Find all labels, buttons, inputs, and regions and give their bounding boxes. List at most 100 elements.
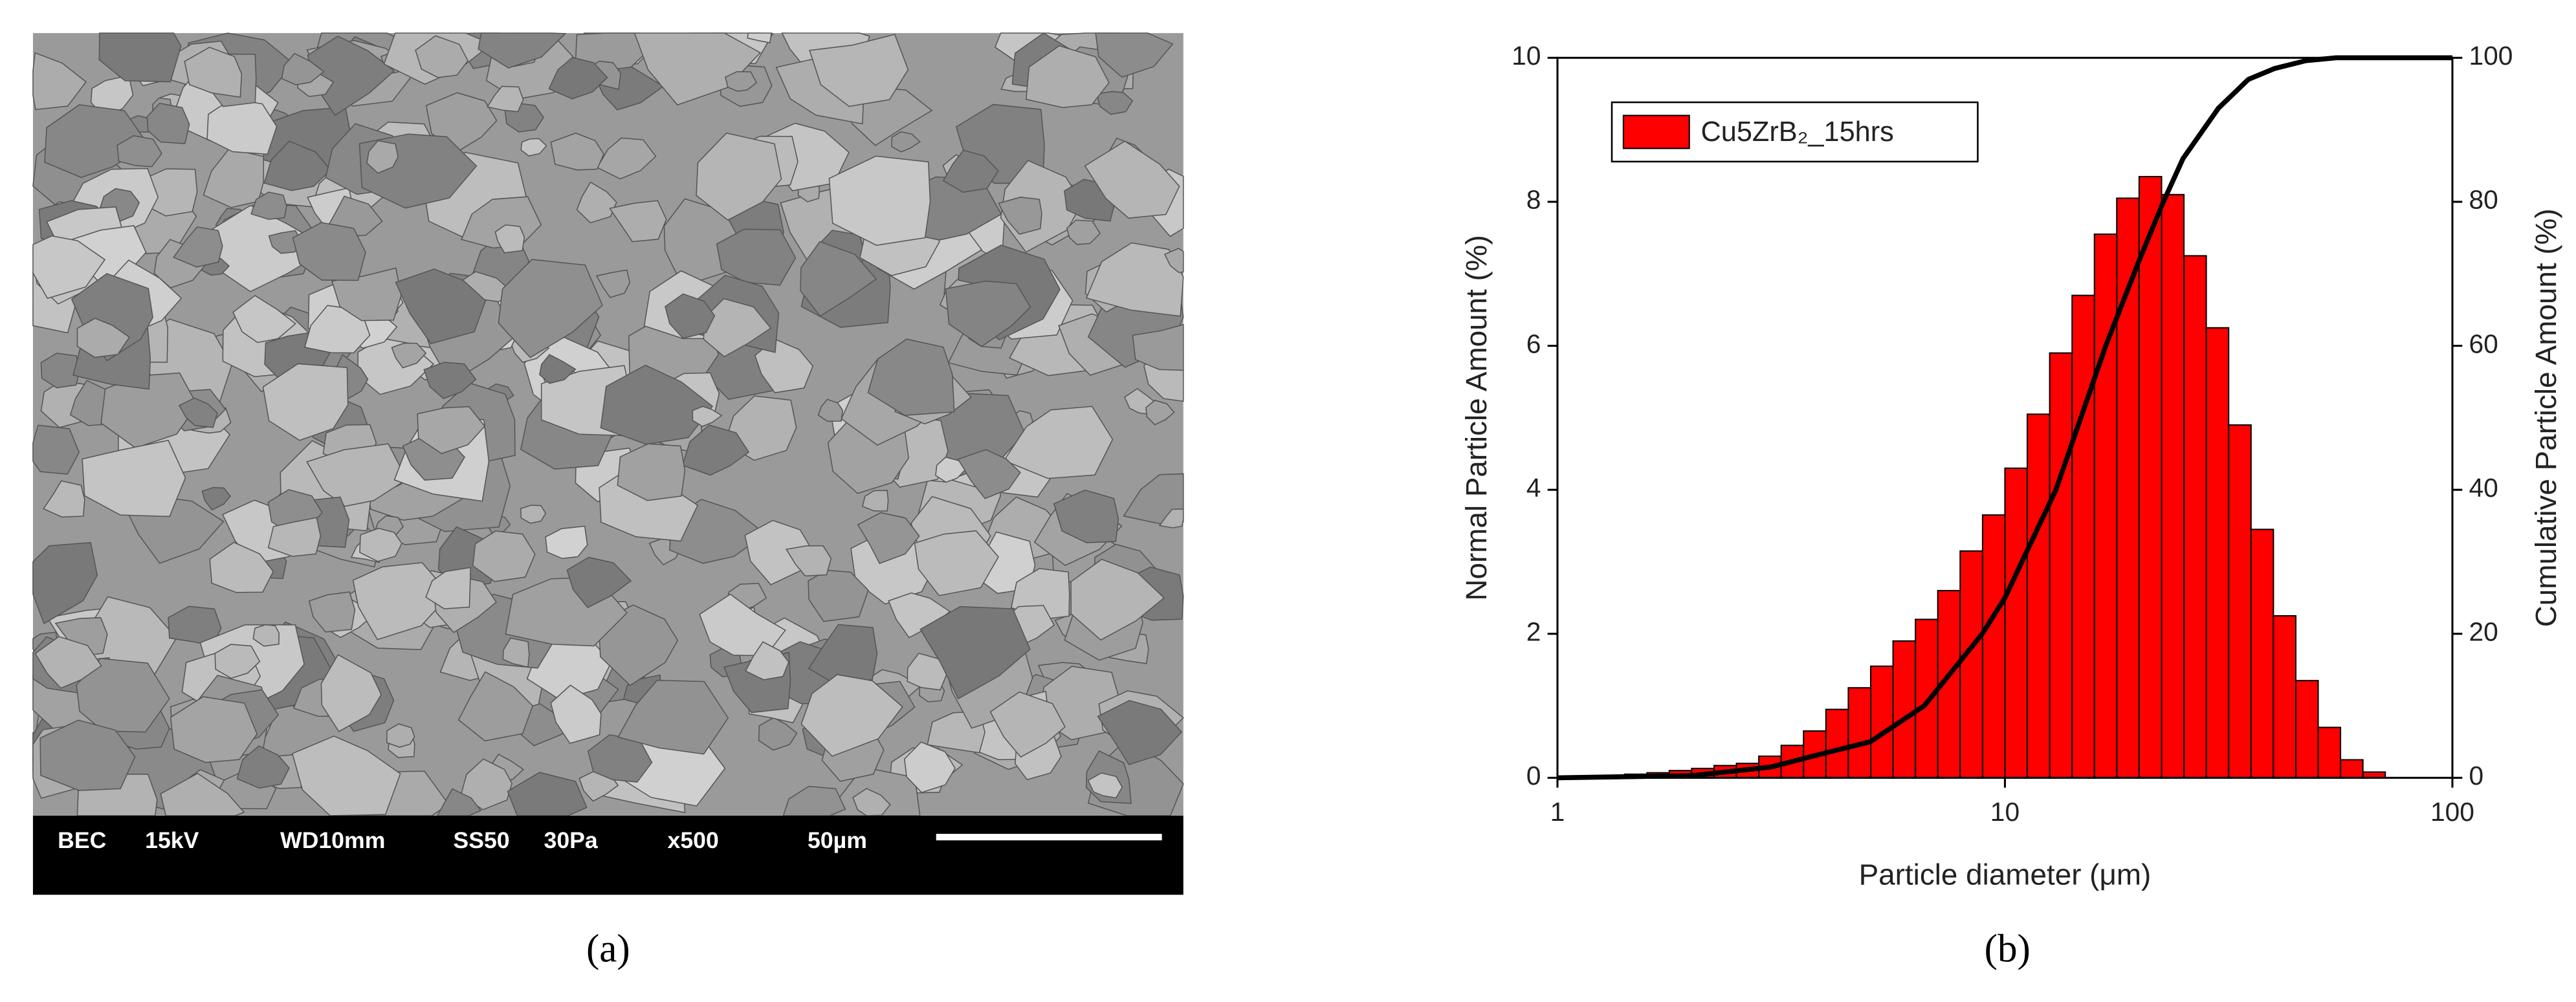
sem-particle: [263, 140, 331, 191]
bar: [2071, 294, 2095, 779]
bar: [2317, 726, 2342, 779]
sem-particle: [1087, 772, 1123, 799]
plot-frame: [1556, 56, 2454, 779]
sem-particle: [904, 741, 956, 793]
sem-particle: [82, 439, 186, 517]
sem-particle: [201, 486, 231, 511]
bar: [2228, 424, 2252, 779]
sem-particle: [1132, 323, 1184, 371]
x-tick-label: 10: [1990, 797, 2020, 827]
sem-particle: [417, 406, 486, 454]
legend-swatch: [1622, 114, 1690, 149]
sem-particle: [359, 527, 402, 562]
sem-particle: [262, 363, 349, 441]
sem-particle: [867, 338, 955, 416]
y-tick-label: 2: [1526, 617, 1541, 647]
x-tick-label: 100: [2430, 797, 2474, 827]
sem-particle: [1097, 700, 1182, 765]
x-axis-label: Particle diameter (μm): [1859, 858, 2152, 891]
sem-particle: [34, 636, 102, 689]
sem-particle: [425, 567, 471, 609]
y2-tick-label: 100: [2469, 41, 2513, 71]
sem-particle: [1066, 219, 1101, 245]
y2-tick-label: 80: [2469, 185, 2498, 215]
sem-particle: [320, 654, 382, 732]
sem-particle: [206, 98, 278, 155]
sem-particle: [1053, 489, 1119, 543]
legend-label: Cu5ZrB₂_15hrs: [1701, 116, 1894, 147]
bar: [1847, 687, 1872, 779]
sem-info-label: 15kV: [145, 827, 199, 853]
sem-particle: [146, 102, 190, 144]
sem-particle: [520, 138, 547, 157]
sem-particle: [423, 362, 477, 399]
y-tick-label: 0: [1526, 761, 1541, 790]
cumulative-line: [1557, 55, 2452, 781]
y-tick-label: 10: [1512, 41, 1541, 71]
sem-particle: [633, 32, 762, 106]
bar: [1825, 708, 1849, 779]
sem-particle: [548, 57, 608, 100]
bar: [2250, 528, 2274, 779]
bar: [2093, 234, 2118, 779]
sem-particle: [391, 342, 427, 369]
sem-particle: [32, 424, 80, 475]
sem-particle: [576, 181, 617, 224]
sem-particle: [754, 338, 814, 393]
y2-axis-label: Cumulative Particle Amount (%): [2529, 208, 2562, 627]
bar: [2138, 175, 2163, 779]
sem-particle: [306, 443, 408, 507]
sem-particle: [520, 505, 547, 524]
sem-particle: [32, 235, 106, 300]
sem-particle: [609, 200, 667, 243]
bar: [2273, 615, 2296, 779]
sem-info-label: 30Pa: [544, 827, 599, 853]
caption-b: (b): [1985, 927, 2031, 970]
sem-particle: [550, 684, 602, 745]
sem-particle: [809, 34, 909, 107]
sem-particle: [170, 696, 258, 763]
sem-particle: [32, 541, 98, 625]
bar: [1981, 514, 2006, 779]
y2-tick-label: 0: [2469, 761, 2483, 790]
sem-particle: [76, 318, 130, 358]
bar: [2205, 327, 2230, 779]
sem-particle: [857, 512, 920, 564]
sem-info-bar: [32, 815, 1183, 895]
sem-particle: [828, 155, 931, 246]
sem-particle: [747, 32, 773, 44]
sem-particle: [545, 525, 588, 560]
caption-a: (a): [586, 927, 630, 970]
bar: [2049, 352, 2073, 779]
sem-particle: [1003, 406, 1114, 479]
y-axis-label: Normal Particle Amount (%): [1460, 235, 1493, 600]
sem-particle: [808, 569, 869, 622]
sem-particle: [539, 354, 577, 384]
sem-particle: [945, 280, 1031, 347]
sem-particle: [179, 397, 218, 428]
bar: [2340, 759, 2364, 779]
sem-particle: [998, 197, 1042, 235]
sem-particle: [1084, 140, 1180, 219]
sem-particle: [76, 658, 170, 733]
sem-particle: [696, 132, 782, 221]
sem-particle: [54, 617, 108, 658]
sem-particle: [502, 637, 530, 668]
sem-particle: [460, 758, 512, 811]
sem-particle: [250, 191, 287, 220]
y2-tick-label: 40: [2469, 473, 2498, 503]
sem-particle: [98, 32, 182, 83]
sem-particle: [800, 674, 903, 757]
sem-particle: [292, 222, 366, 281]
sem-particle: [472, 530, 536, 582]
sem-texture: [32, 32, 1184, 816]
sem-particle: [267, 517, 322, 557]
bar: [2295, 680, 2319, 779]
sem-particle: [116, 135, 162, 168]
sem-particle: [100, 372, 198, 449]
sem-particle: [919, 605, 1031, 700]
sem-particle: [550, 132, 604, 171]
sem-particle: [692, 406, 723, 427]
sem-particle: [914, 530, 999, 596]
sem-particle: [39, 719, 136, 791]
